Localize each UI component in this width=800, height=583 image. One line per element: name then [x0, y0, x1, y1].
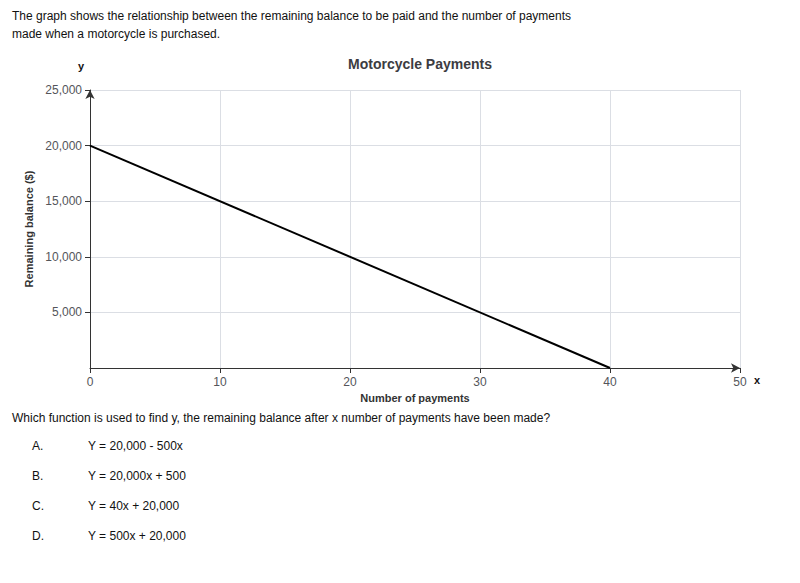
svg-text:y: y — [78, 60, 85, 72]
svg-text:40: 40 — [603, 375, 617, 389]
svg-text:made when a motorcycle is purc: made when a motorcycle is purchased. — [12, 27, 220, 41]
svg-text:Y = 40x + 20,000: Y = 40x + 20,000 — [88, 499, 180, 513]
svg-text:0: 0 — [87, 375, 94, 389]
svg-text:10: 10 — [213, 375, 227, 389]
svg-text:Remaining balance ($): Remaining balance ($) — [23, 170, 35, 287]
svg-text:B.: B. — [32, 469, 43, 483]
svg-text:15,000: 15,000 — [45, 194, 82, 208]
svg-text:C.: C. — [32, 499, 44, 513]
svg-text:D.: D. — [32, 529, 44, 543]
svg-text:30: 30 — [473, 375, 487, 389]
svg-text:Y = 500x + 20,000: Y = 500x + 20,000 — [88, 529, 186, 543]
svg-text:Motorcycle Payments: Motorcycle Payments — [348, 56, 492, 72]
svg-text:5,000: 5,000 — [52, 305, 82, 319]
svg-text:Y = 20,000 - 500x: Y = 20,000 - 500x — [88, 439, 183, 453]
svg-text:50: 50 — [733, 375, 747, 389]
svg-text:20,000: 20,000 — [45, 139, 82, 153]
svg-text:Y = 20,000x + 500: Y = 20,000x + 500 — [88, 469, 186, 483]
svg-text:10,000: 10,000 — [45, 250, 82, 264]
svg-text:Which function is used to find: Which function is used to find y, the re… — [12, 411, 550, 425]
svg-text:20: 20 — [343, 375, 357, 389]
svg-text:x: x — [754, 374, 761, 386]
svg-text:The graph shows the relationsh: The graph shows the relationship between… — [12, 9, 571, 23]
svg-text:A.: A. — [32, 439, 43, 453]
svg-text:25,000: 25,000 — [45, 83, 82, 97]
svg-text:Number of payments: Number of payments — [360, 392, 469, 404]
